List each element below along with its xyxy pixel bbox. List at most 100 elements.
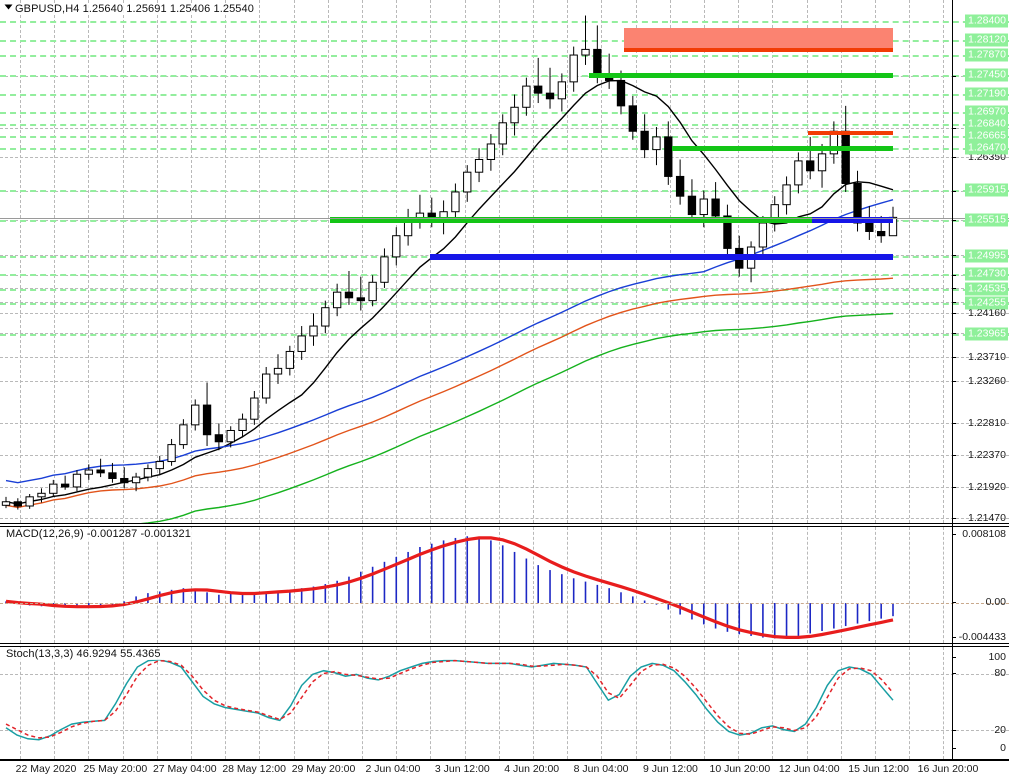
price-level-label[interactable]: 1.26840 xyxy=(965,117,1008,131)
price-level-label[interactable]: 1.25515 xyxy=(965,213,1008,227)
candle-body[interactable] xyxy=(297,335,306,352)
candle-body[interactable] xyxy=(486,143,496,160)
candle-body[interactable] xyxy=(841,130,850,184)
price-level-line[interactable] xyxy=(0,190,1009,192)
price-level-line[interactable] xyxy=(0,94,1009,96)
candle-body[interactable] xyxy=(120,477,129,484)
candle-body[interactable] xyxy=(25,496,34,507)
candle-body[interactable] xyxy=(782,184,791,206)
price-level-label[interactable]: 1.26970 xyxy=(965,105,1008,119)
price-level-label[interactable]: 1.28120 xyxy=(965,33,1008,47)
price-level-line[interactable] xyxy=(0,303,1009,305)
candle-body[interactable] xyxy=(108,472,117,479)
price-level-label[interactable]: 1.25915 xyxy=(965,183,1008,197)
candle-body[interactable] xyxy=(392,235,401,258)
candle-body[interactable] xyxy=(534,85,543,94)
candle-body[interactable] xyxy=(675,175,685,197)
candle-body[interactable] xyxy=(723,215,732,249)
candle-body[interactable] xyxy=(616,79,626,107)
price-level-line[interactable] xyxy=(0,274,1009,276)
resistance-line-top[interactable] xyxy=(624,48,893,52)
price-level-label[interactable]: 1.26470 xyxy=(965,141,1008,155)
candle-body[interactable] xyxy=(356,297,365,302)
resistance-line-2[interactable] xyxy=(589,72,893,78)
price-level-label[interactable]: 1.28400 xyxy=(965,14,1008,28)
candle-body[interactable] xyxy=(877,230,886,237)
candle-body[interactable] xyxy=(285,350,295,369)
candle-body[interactable] xyxy=(202,404,212,436)
supply-zone[interactable] xyxy=(624,28,893,48)
candle-body[interactable] xyxy=(344,291,354,299)
candle-body[interactable] xyxy=(664,136,673,177)
ma-orange[interactable] xyxy=(5,277,894,509)
candle-body[interactable] xyxy=(770,204,779,224)
candle-body[interactable] xyxy=(711,198,720,217)
price-level-label[interactable]: 1.27190 xyxy=(965,87,1008,101)
support-line-1[interactable] xyxy=(672,145,893,151)
candle-body[interactable] xyxy=(143,468,153,478)
candle-body[interactable] xyxy=(84,469,93,475)
candle-body[interactable] xyxy=(474,158,484,173)
candle-body[interactable] xyxy=(1,501,11,506)
macd-panel[interactable]: MACD(12,26,9) -0.001287 -0.001321 xyxy=(0,526,1009,644)
price-level-label[interactable]: 1.27450 xyxy=(965,68,1008,82)
candle-body[interactable] xyxy=(131,476,141,484)
candle-body[interactable] xyxy=(60,483,70,488)
price-level-label[interactable]: 1.24730 xyxy=(965,267,1008,281)
candle-body[interactable] xyxy=(581,48,590,56)
price-level-line[interactable] xyxy=(0,148,1009,150)
candle-body[interactable] xyxy=(309,325,318,337)
support-line-2[interactable] xyxy=(330,217,812,223)
price-level-line[interactable] xyxy=(0,55,1009,57)
candle-body[interactable] xyxy=(96,469,105,474)
candle-body[interactable] xyxy=(463,171,472,193)
candle-body[interactable] xyxy=(817,153,827,172)
candle-body[interactable] xyxy=(238,418,247,431)
price-level-label[interactable]: 1.23965 xyxy=(965,327,1008,341)
macd-plot-area[interactable] xyxy=(0,527,1009,643)
candle-body[interactable] xyxy=(640,130,649,151)
price-level-label[interactable]: 1.27870 xyxy=(965,48,1008,62)
stoch-k-line[interactable] xyxy=(5,658,894,741)
candle-body[interactable] xyxy=(155,461,164,470)
candle-body[interactable] xyxy=(214,434,224,443)
candle-body[interactable] xyxy=(687,195,697,216)
resistance-line-3[interactable] xyxy=(808,131,893,135)
candle-body[interactable] xyxy=(593,48,602,76)
candle-body[interactable] xyxy=(498,122,507,145)
candle-body[interactable] xyxy=(37,492,46,498)
candle-body[interactable] xyxy=(545,92,555,100)
candle-body[interactable] xyxy=(321,307,330,327)
price-level-label[interactable]: 1.24255 xyxy=(965,296,1008,310)
candle-body[interactable] xyxy=(794,160,803,186)
candle-body[interactable] xyxy=(652,136,661,151)
candle-body[interactable] xyxy=(569,54,578,83)
price-level-line[interactable] xyxy=(0,289,1009,291)
candle-body[interactable] xyxy=(167,444,176,463)
candle-body[interactable] xyxy=(179,424,188,446)
macd-signal-line[interactable] xyxy=(5,536,894,639)
candle-body[interactable] xyxy=(72,473,82,488)
candle-body[interactable] xyxy=(806,160,815,172)
price-level-line[interactable] xyxy=(0,75,1009,77)
current-price-line[interactable] xyxy=(812,217,893,223)
candle-body[interactable] xyxy=(758,222,768,248)
candle-body[interactable] xyxy=(368,281,377,302)
price-level-line[interactable] xyxy=(0,40,1009,42)
price-chart-panel[interactable]: GBPUSD,H4 1.25640 1.25691 1.25406 1.2554… xyxy=(0,0,1009,524)
candle-body[interactable] xyxy=(380,256,389,283)
candle-body[interactable] xyxy=(888,216,898,237)
price-plot-area[interactable] xyxy=(0,0,1009,523)
candle-body[interactable] xyxy=(250,397,259,420)
price-level-label[interactable]: 1.24535 xyxy=(965,282,1008,296)
price-level-line[interactable] xyxy=(0,112,1009,114)
ma-black[interactable] xyxy=(5,79,894,505)
candle-body[interactable] xyxy=(451,191,460,213)
stochastic-panel[interactable]: Stoch(13,3,3) 46.9294 55.4365 xyxy=(0,646,1009,760)
stoch-plot-area[interactable] xyxy=(0,647,1009,759)
candle-body[interactable] xyxy=(557,81,567,100)
price-level-label[interactable]: 1.24995 xyxy=(965,249,1008,263)
candle-body[interactable] xyxy=(699,198,708,216)
candle-body[interactable] xyxy=(510,106,519,124)
price-level-line[interactable] xyxy=(0,334,1009,336)
